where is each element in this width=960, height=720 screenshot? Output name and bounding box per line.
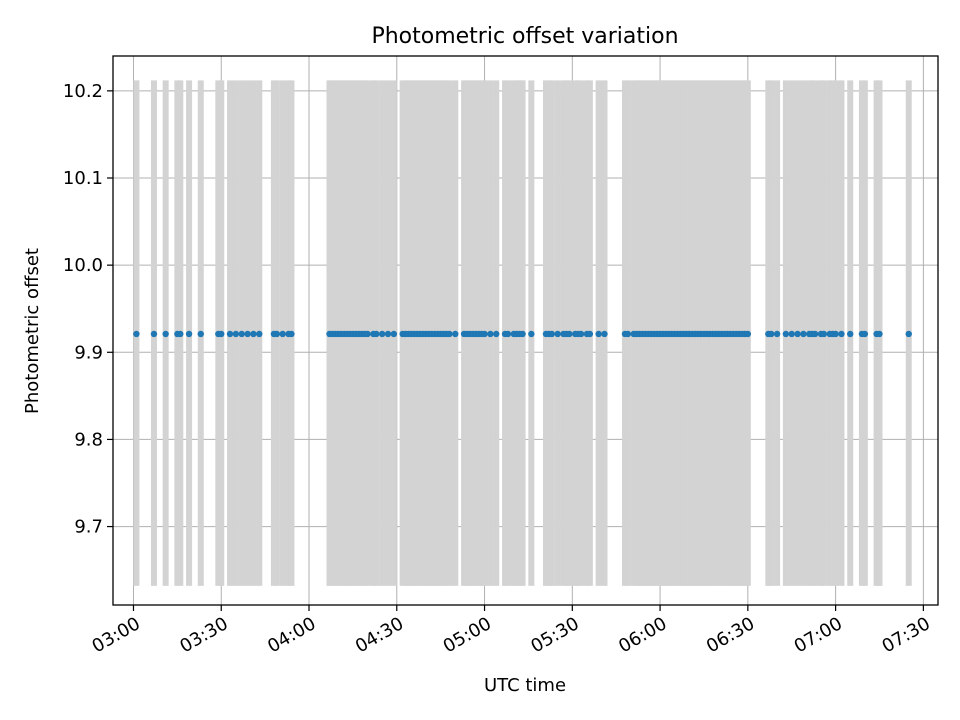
data-point <box>481 330 488 338</box>
data-point <box>384 330 392 338</box>
data-point <box>794 330 801 338</box>
y-tick-label: 10.0 <box>63 255 103 276</box>
data-point <box>861 330 869 338</box>
data-point <box>378 330 386 338</box>
data-point <box>905 330 912 338</box>
data-point <box>528 330 535 338</box>
data-point <box>768 330 775 338</box>
data-point <box>256 330 263 338</box>
plot-frame <box>112 55 939 606</box>
data-point <box>586 330 594 338</box>
data-point <box>133 330 140 338</box>
y-tick-label: 9.7 <box>74 517 103 538</box>
data-point <box>177 330 184 338</box>
data-point <box>548 330 556 338</box>
data-point <box>452 330 459 338</box>
y-axis-ticks: 9.7 9.8 9.9 10.0 10.1 10.2 <box>63 81 113 538</box>
data-point <box>250 330 257 338</box>
data-point <box>554 330 561 338</box>
chart-title: Photometric offset variation <box>371 24 678 49</box>
data-point <box>232 330 240 338</box>
data-point <box>162 330 169 338</box>
data-point <box>744 330 752 338</box>
data-point <box>624 330 632 338</box>
data-point <box>150 330 158 338</box>
data-point <box>446 330 453 338</box>
y-tick-label: 10.1 <box>63 168 103 189</box>
data-point <box>273 330 281 338</box>
data-point <box>577 330 585 338</box>
data-point <box>820 330 828 338</box>
data-point <box>876 330 883 338</box>
data-point <box>832 330 839 338</box>
data-point <box>838 330 845 338</box>
data-point <box>800 330 807 338</box>
data-point <box>788 330 795 338</box>
data-point <box>504 330 512 338</box>
data-points <box>133 330 912 338</box>
data-point <box>773 330 781 338</box>
data-point <box>601 330 608 338</box>
data-point <box>811 330 819 338</box>
data-point <box>373 330 380 338</box>
data-point <box>782 330 790 338</box>
y-tick-label: 10.2 <box>63 81 103 102</box>
data-point <box>197 330 204 338</box>
y-axis-label: Photometric offset <box>22 248 43 414</box>
data-point <box>847 330 854 338</box>
data-point <box>595 330 602 338</box>
data-point <box>519 330 526 338</box>
data-point <box>185 330 193 338</box>
data-point <box>493 330 500 338</box>
data-point <box>566 330 573 338</box>
y-tick-label: 9.8 <box>74 429 103 450</box>
data-point <box>364 330 371 338</box>
data-point <box>244 330 251 338</box>
data-point <box>288 330 295 338</box>
data-point <box>218 330 225 338</box>
data-point <box>390 330 398 338</box>
x-axis-label: UTC time <box>484 675 566 696</box>
y-tick-label: 9.9 <box>74 342 103 363</box>
data-point <box>226 330 234 338</box>
data-point <box>279 330 286 338</box>
data-point <box>238 330 245 338</box>
data-point <box>487 330 494 338</box>
